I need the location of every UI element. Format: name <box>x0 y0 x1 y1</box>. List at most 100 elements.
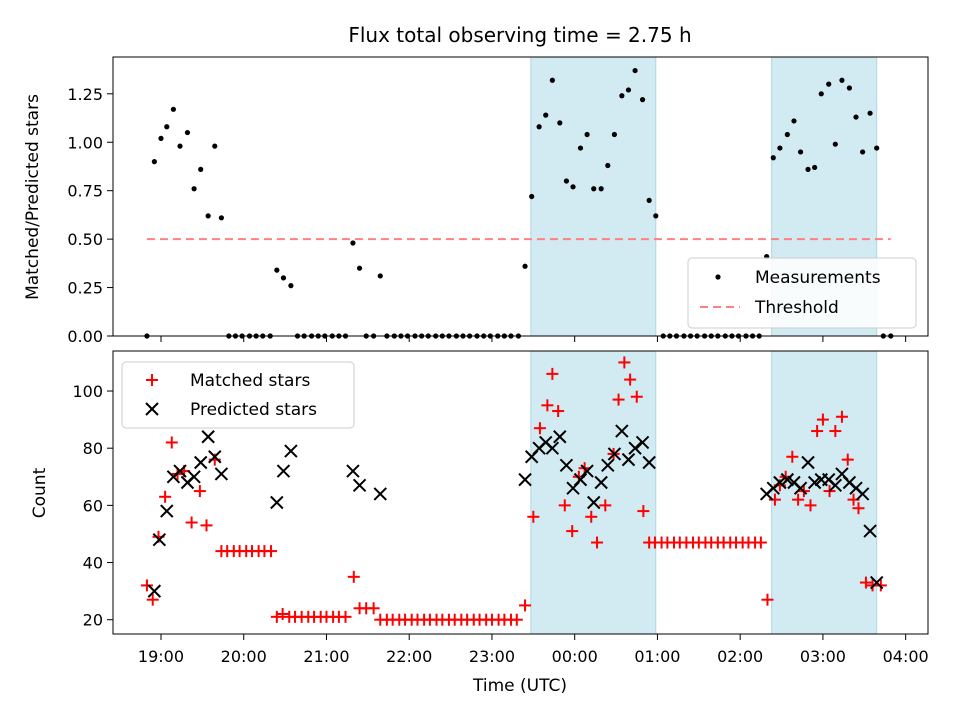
predicted-point <box>373 487 387 501</box>
measurement-point <box>536 124 542 130</box>
matched-point <box>265 545 278 558</box>
predicted-point <box>201 430 215 444</box>
matched-point <box>566 525 579 538</box>
measurement-point <box>557 120 563 126</box>
matched-point <box>786 450 799 463</box>
measurement-point <box>191 186 197 192</box>
measurement-point <box>570 184 576 190</box>
predicted-point <box>352 478 367 493</box>
x-axis-bottom: 19:00 20:00 21:00 22:00 23:00 00:00 01:00 02:00… <box>138 634 929 666</box>
measurement-point <box>797 149 804 155</box>
measurement-point <box>158 135 164 141</box>
measurement-point <box>846 85 852 91</box>
measurement-point <box>529 193 535 200</box>
matched-point <box>585 510 598 523</box>
predicted-point <box>587 495 601 510</box>
predicted-point <box>621 452 636 467</box>
measurement-point <box>818 91 824 97</box>
measurement-point <box>653 213 659 219</box>
matched-point <box>140 579 153 592</box>
predicted-point <box>807 475 822 490</box>
measurement-point <box>826 81 832 87</box>
shaded-region <box>530 350 657 635</box>
measurement-point <box>549 77 555 83</box>
x-tick-label: 22:00 <box>386 647 432 666</box>
predicted-point <box>152 532 167 547</box>
predicted-point <box>553 430 567 444</box>
predicted-point <box>601 458 615 473</box>
measurement-point <box>280 275 287 281</box>
measurement-point <box>832 141 838 147</box>
x-tick-label: 02:00 <box>717 647 763 666</box>
x-tick-label: 03:00 <box>800 647 846 666</box>
matched-point <box>270 610 283 623</box>
measurement-point <box>288 283 294 289</box>
x-tick-label: 19:00 <box>138 647 184 666</box>
matched-point <box>768 493 781 506</box>
legend-predicted-label: Predicted stars <box>190 400 317 420</box>
y-tick-label: 60 <box>83 496 103 515</box>
predicted-point <box>780 472 795 487</box>
y-axis-bottom: 20 40 60 80 100 <box>72 382 113 630</box>
matched-point <box>552 405 565 418</box>
predicted-point <box>855 487 870 501</box>
legend-measurements-marker <box>715 274 721 280</box>
x-ticks-top <box>160 336 907 342</box>
predicted-point <box>214 467 229 481</box>
x-tick-label: 04:00 <box>883 647 929 666</box>
measurement-point <box>639 97 646 103</box>
x-tick-label: 00:00 <box>552 647 598 666</box>
matched-point <box>754 536 767 549</box>
measurement-point <box>605 162 611 169</box>
measurement-point <box>770 155 776 161</box>
matched-point <box>618 356 631 369</box>
measurement-point <box>151 159 157 165</box>
matched-point <box>165 436 178 449</box>
measurement-point <box>777 145 783 151</box>
shaded-regions-bottom <box>530 350 878 635</box>
measurement-point <box>812 164 818 171</box>
predicted-point <box>573 472 588 487</box>
y-tick-label: 100 <box>72 382 103 401</box>
matched-point <box>792 493 805 506</box>
measurement-point <box>198 166 204 172</box>
predicted-point <box>147 584 162 598</box>
predicted-point <box>559 458 574 473</box>
shaded-region <box>530 56 657 337</box>
legend-matched-label: Matched stars <box>190 371 310 391</box>
legend-matched-marker <box>146 374 158 386</box>
measurement-point <box>218 215 224 221</box>
legend-bottom-box <box>121 361 355 429</box>
measurement-point <box>522 263 528 269</box>
y-tick-label: 1.25 <box>67 85 103 104</box>
panel-count: 20 40 60 80 100 19:00 20:00 21:00 22:00 23:00 00:… <box>30 350 929 696</box>
matched-point <box>339 610 352 623</box>
matched-point <box>835 410 848 423</box>
matched-point <box>546 367 559 380</box>
predicted-point <box>208 450 222 464</box>
matched-point <box>624 373 637 386</box>
matched-point <box>841 453 854 466</box>
ylabel-ratio: Matched/Predicted stars <box>23 94 43 300</box>
measurement-point <box>205 213 211 219</box>
predicted-point <box>284 444 298 458</box>
predicted-point <box>160 504 174 518</box>
predicted-point <box>628 441 642 455</box>
predicted-point <box>793 481 808 495</box>
predicted-point <box>545 441 560 455</box>
plot-frame-bottom <box>112 350 929 635</box>
matched-point <box>804 499 817 512</box>
predicted-point <box>270 495 284 510</box>
predicted-point <box>594 475 608 490</box>
predicted-point <box>193 455 208 470</box>
matched-point <box>599 499 612 512</box>
measurement-point <box>860 149 866 155</box>
matched-point <box>146 593 159 606</box>
xlabel-time: Time (UTC) <box>472 676 567 696</box>
predicted-point <box>773 475 787 490</box>
predicted-point <box>607 447 622 461</box>
matched-point <box>859 576 872 589</box>
matched-point <box>533 422 546 435</box>
y-tick-label: 0.50 <box>67 230 103 249</box>
